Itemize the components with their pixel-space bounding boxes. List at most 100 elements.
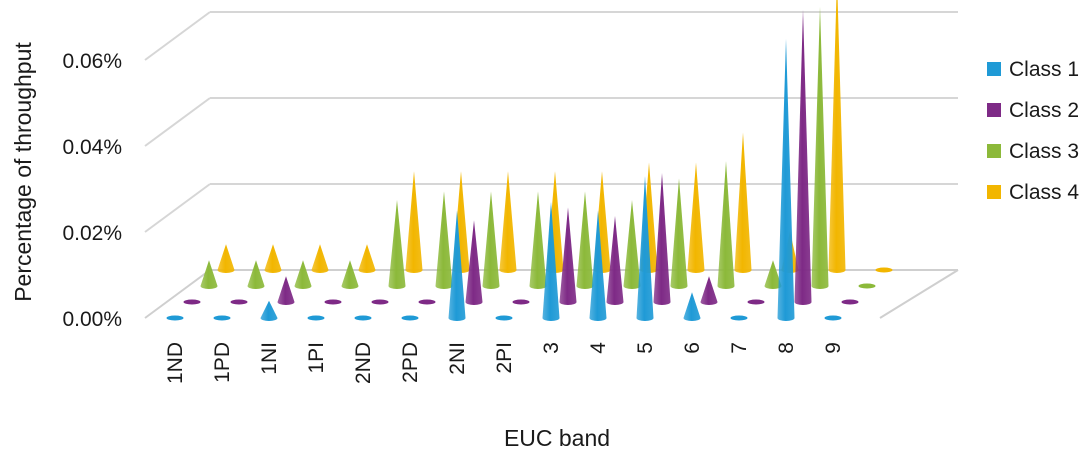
cone-base (747, 299, 765, 305)
cone-base (183, 299, 201, 305)
x-axis-title: EUC band (504, 425, 610, 451)
cone (405, 171, 423, 273)
x-tick-label: 7 (728, 342, 751, 354)
cone (777, 38, 795, 321)
cone (247, 260, 265, 289)
series-2 (183, 9, 859, 305)
x-tick-label: 2PD (399, 342, 422, 383)
y-tick-label: 0.06% (62, 50, 122, 73)
legend-label: Class 4 (1009, 181, 1079, 204)
x-tick-label: 2PI (493, 342, 516, 374)
cone (311, 244, 329, 273)
x-tick-label: 1PD (211, 342, 234, 383)
legend: Class 1 Class 2 Class 3 Class 4 (987, 58, 1079, 204)
x-tick-label: 1NI (258, 342, 281, 375)
cone (717, 161, 735, 289)
cone-base (213, 315, 231, 321)
series-3 (200, 6, 876, 289)
cone (388, 200, 406, 289)
cone (294, 260, 312, 289)
legend-label: Class 1 (1009, 58, 1079, 81)
x-tick-label: 9 (822, 342, 845, 354)
cone (734, 132, 752, 273)
cone (358, 244, 376, 273)
y-axis-title: Percentage of throughput (10, 42, 36, 302)
x-tick-label: 4 (587, 342, 610, 354)
cone (670, 178, 688, 289)
x-tick-label: 2ND (352, 342, 375, 384)
cone (529, 191, 547, 289)
legend-label: Class 2 (1009, 99, 1079, 122)
cone-base (307, 315, 325, 321)
x-tick-label: 8 (775, 342, 798, 354)
cone-base (841, 299, 859, 305)
legend-item: Class 4 (987, 181, 1079, 204)
legend-swatch (987, 103, 1001, 117)
cone-base (730, 315, 748, 321)
legend-swatch (987, 185, 1001, 199)
cone (623, 200, 641, 289)
cone (435, 191, 453, 289)
cone (606, 216, 624, 305)
x-tick-label: 3 (540, 342, 563, 354)
cone (542, 201, 560, 321)
cone-base (875, 267, 893, 273)
y-tick-label: 0.02% (62, 222, 122, 245)
cone (264, 244, 282, 273)
cone (764, 260, 782, 289)
x-tick-label: 6 (681, 342, 704, 354)
x-tick-label: 1ND (164, 342, 187, 384)
cone (653, 173, 671, 305)
gridline-diagonal (144, 97, 211, 147)
x-tick-label: 2NI (446, 342, 469, 375)
legend-swatch (987, 144, 1001, 158)
gridline-diagonal (144, 11, 211, 61)
cone (465, 220, 483, 305)
chart-marks (166, 0, 893, 321)
cone-base (230, 299, 248, 305)
cone (683, 292, 701, 321)
cone (499, 171, 517, 273)
cone (448, 210, 466, 321)
cone (700, 276, 718, 305)
legend-item: Class 1 (987, 58, 1079, 81)
cone (260, 300, 278, 321)
cone (589, 210, 607, 321)
floor-right-edge (879, 269, 959, 319)
cone-base (512, 299, 530, 305)
cone-base (401, 315, 419, 321)
cone (217, 244, 235, 273)
legend-item: Class 3 (987, 140, 1079, 163)
cone-base (371, 299, 389, 305)
cone (811, 6, 829, 289)
legend-item: Class 2 (987, 99, 1079, 122)
x-tick-label: 5 (634, 342, 657, 354)
cone-base (354, 315, 372, 321)
x-tick-label: 1PI (305, 342, 328, 374)
x-axis-ticks: 1ND 1PD 1NI 1PI 2ND 2PD 2NI 2PI 3 4 5 6 7 8 9 (164, 342, 845, 384)
gridline-diagonal (144, 183, 211, 233)
cone (200, 260, 218, 289)
cone (277, 276, 295, 305)
series-1 (166, 38, 842, 321)
legend-label: Class 3 (1009, 140, 1079, 163)
cone (576, 191, 594, 289)
cone-base (858, 283, 876, 289)
cone (559, 207, 577, 305)
cone (687, 162, 705, 273)
cone (828, 0, 846, 273)
cone-base (324, 299, 342, 305)
y-axis-ticks: 0.00% 0.02% 0.04% 0.06% (62, 50, 122, 331)
cone-base (495, 315, 513, 321)
cone (341, 260, 359, 289)
cone (636, 176, 654, 321)
legend-swatch (987, 62, 1001, 76)
cone-base (824, 315, 842, 321)
cone-base (418, 299, 436, 305)
y-tick-label: 0.04% (62, 136, 122, 159)
cone (794, 9, 812, 305)
cone-base (166, 315, 184, 321)
y-tick-label: 0.00% (62, 308, 122, 331)
cone (482, 191, 500, 289)
